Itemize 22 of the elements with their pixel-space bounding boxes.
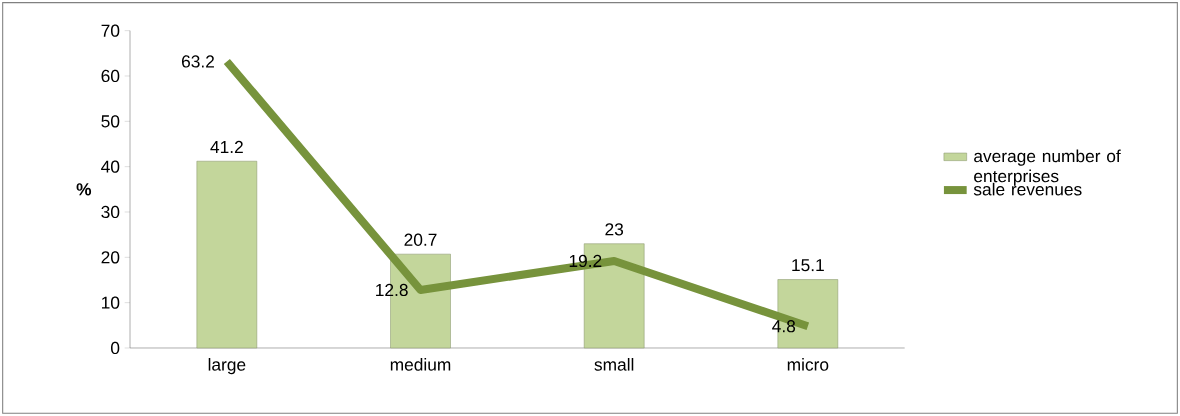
data-label: 12.8 <box>376 283 408 297</box>
data-label: 4.8 <box>772 320 796 333</box>
y-tick-label: 30 <box>101 205 120 219</box>
x-tick-label: small <box>594 358 634 371</box>
y-tick-label: 10 <box>102 296 120 309</box>
y-axis-title: % <box>76 183 92 196</box>
data-label: 19.2 <box>569 254 602 268</box>
y-tick-label: 0 <box>111 341 120 355</box>
data-label: 63.2 <box>181 55 214 68</box>
data-label: 41.2 <box>210 140 243 153</box>
x-tick-label: micro <box>787 358 829 371</box>
y-tick-label: 70 <box>101 24 120 37</box>
data-label: 15.1 <box>792 259 824 272</box>
y-tick-label: 50 <box>101 115 120 128</box>
x-tick-label: large <box>208 358 246 375</box>
y-tick-label: 60 <box>101 69 120 83</box>
y-tick-label: 40 <box>101 160 120 173</box>
y-tick-label: 20 <box>101 251 120 264</box>
data-label: 20.7 <box>404 233 437 246</box>
bar <box>196 160 258 349</box>
data-label: 23 <box>605 223 624 236</box>
x-tick-label: medium <box>390 358 451 371</box>
